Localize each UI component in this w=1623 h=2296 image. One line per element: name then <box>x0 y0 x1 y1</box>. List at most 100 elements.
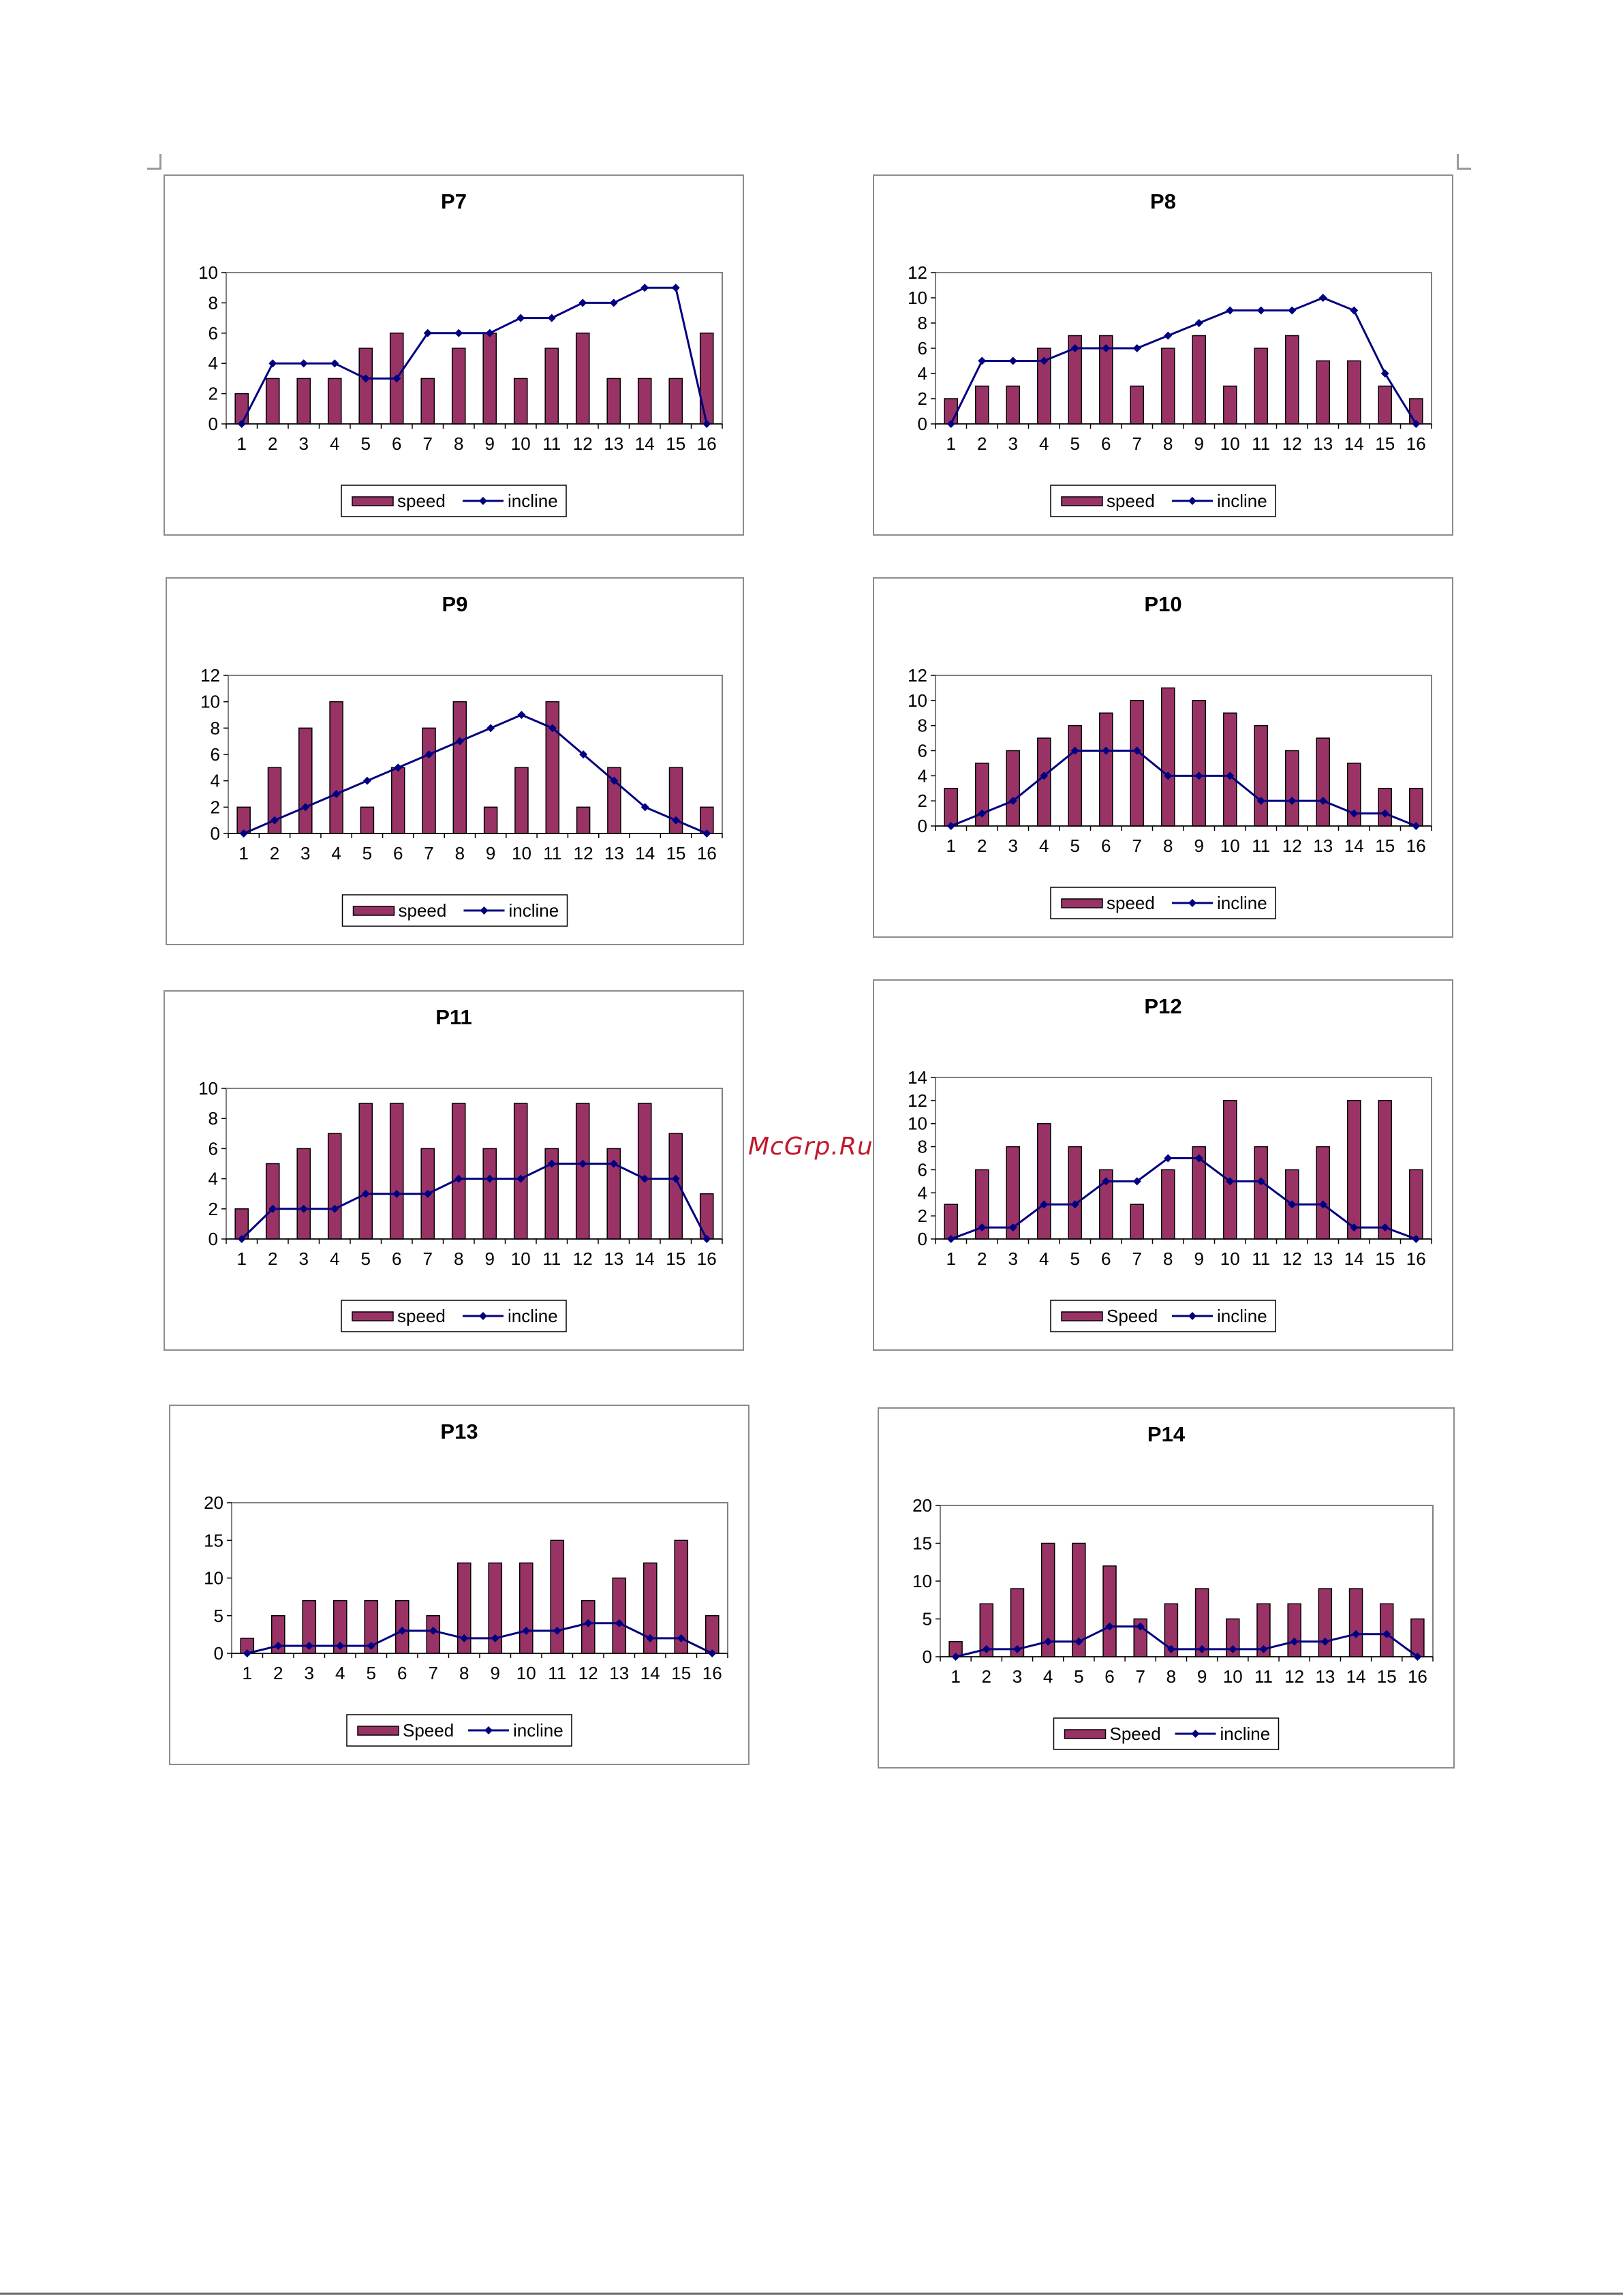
speed-bar <box>612 1577 627 1654</box>
y-tick-label: 2 <box>208 1199 218 1219</box>
speed-bar <box>451 1103 466 1240</box>
legend-box <box>346 1714 572 1747</box>
x-tick-label: 10 <box>511 433 531 454</box>
legend-label-speed: Speed <box>1110 1724 1161 1744</box>
incline-point <box>460 1634 469 1642</box>
x-tick-label: 3 <box>1013 1666 1022 1687</box>
incline-point <box>1105 1622 1114 1631</box>
x-tick-label: 2 <box>270 843 279 863</box>
x-tick-label: 1 <box>946 433 956 454</box>
speed-bar <box>360 806 375 834</box>
y-tick-label: 6 <box>918 338 927 358</box>
speed-bar <box>1254 348 1269 425</box>
incline-point <box>1013 1644 1021 1653</box>
y-tick-label: 4 <box>211 771 220 791</box>
legend-label-incline: incline <box>1217 1306 1267 1326</box>
x-tick-label: 11 <box>1254 1666 1273 1687</box>
x-tick-label: 8 <box>1163 433 1173 454</box>
y-tick-label: 12 <box>908 262 927 283</box>
incline-point <box>1412 420 1421 428</box>
x-tick-label: 13 <box>604 1249 623 1269</box>
x-tick-label: 2 <box>977 836 987 856</box>
incline-point <box>1380 369 1389 378</box>
incline-point <box>1040 1200 1049 1209</box>
incline-point <box>1226 771 1235 780</box>
incline-point <box>1228 1644 1237 1653</box>
speed-bar <box>944 1204 959 1240</box>
speed-bar <box>1098 712 1113 827</box>
speed-bar <box>296 1148 311 1240</box>
speed-bar <box>944 788 959 827</box>
y-tick-label: 10 <box>908 1114 927 1134</box>
incline-point <box>1288 1200 1297 1209</box>
x-tick-label: 6 <box>392 1249 401 1269</box>
incline-point <box>1350 1223 1359 1232</box>
x-tick-label: 8 <box>1166 1666 1176 1687</box>
x-tick-label: 10 <box>1220 836 1240 856</box>
legend-line-marker <box>479 1312 487 1320</box>
x-tick-label: 5 <box>1070 1249 1080 1269</box>
x-tick-label: 1 <box>950 1666 960 1687</box>
incline-point <box>454 1174 463 1183</box>
x-tick-label: 13 <box>604 433 623 454</box>
x-tick-label: 2 <box>982 1666 991 1687</box>
incline-point <box>1320 1637 1329 1646</box>
speed-bar <box>1318 1588 1333 1657</box>
speed-bar <box>1408 788 1423 827</box>
x-tick-label: 3 <box>1008 1249 1018 1269</box>
speed-bar <box>389 1103 404 1240</box>
x-tick-label: 2 <box>268 433 277 454</box>
incline-point <box>672 816 681 825</box>
speed-bar <box>1102 1565 1117 1657</box>
legend-label-speed: Speed <box>403 1720 454 1741</box>
speed-bar <box>265 1163 280 1240</box>
incline-point <box>702 420 711 428</box>
legend-label-speed: speed <box>1107 491 1155 511</box>
incline-point <box>1256 306 1265 315</box>
x-tick-label: 7 <box>429 1663 438 1683</box>
y-tick-label: 6 <box>918 1159 927 1180</box>
x-tick-label: 14 <box>1344 836 1364 856</box>
legend-label-incline: incline <box>508 491 558 511</box>
legend-label-incline: incline <box>1217 491 1267 511</box>
x-tick-label: 4 <box>330 433 339 454</box>
chart-p8: P8 0 2 4 6 8 10 12 1 2 3 4 5 6 7 8 9 10 11 12 13 14 15 16 speed i… <box>873 174 1453 536</box>
x-tick-label: 3 <box>305 1663 314 1683</box>
incline-point <box>1070 1200 1079 1209</box>
incline-point <box>1008 356 1017 365</box>
incline-point <box>1070 344 1079 352</box>
y-tick-label: 4 <box>918 363 927 384</box>
crop-mark-top-left <box>147 168 161 170</box>
incline-point <box>1226 306 1235 315</box>
y-tick-label: 10 <box>200 692 220 712</box>
speed-bar <box>606 378 621 425</box>
y-tick-label: 15 <box>912 1533 932 1554</box>
speed-bar <box>1378 385 1393 425</box>
incline-point <box>491 1634 499 1642</box>
x-tick-label: 7 <box>1132 433 1142 454</box>
speed-bar <box>699 333 714 425</box>
x-tick-label: 8 <box>459 1663 469 1683</box>
speed-bar <box>327 378 342 425</box>
incline-point <box>1040 356 1049 365</box>
chart-title: P8 <box>1150 189 1176 213</box>
incline-point <box>516 1174 525 1183</box>
x-tick-label: 4 <box>331 843 341 863</box>
speed-bar <box>1068 1146 1083 1240</box>
speed-bar <box>1222 1100 1237 1240</box>
incline-point <box>1044 1637 1053 1646</box>
x-tick-label: 12 <box>578 1663 598 1683</box>
incline-point <box>946 1235 955 1243</box>
incline-point <box>517 711 526 719</box>
incline-point <box>299 359 308 368</box>
incline-point <box>1259 1644 1268 1653</box>
speed-bar <box>1346 1100 1361 1240</box>
x-tick-label: 10 <box>516 1663 536 1683</box>
incline-point <box>1194 1154 1203 1163</box>
x-tick-label: 13 <box>1313 836 1333 856</box>
incline-point <box>299 1204 308 1213</box>
speed-bar <box>1316 1146 1331 1240</box>
chart-title: P10 <box>1144 592 1181 616</box>
